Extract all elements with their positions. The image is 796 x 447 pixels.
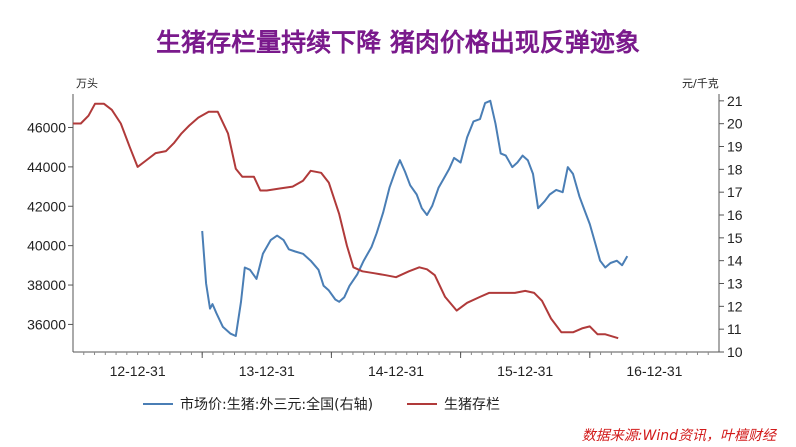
legend-label-stock: 生猪存栏 [444,397,500,413]
series-line-stock [73,102,619,340]
chart-title: 生猪存栏量持续下降 猪肉价格出现反弹迹象 [156,28,640,57]
x-tick-label: 14-12-31 [368,363,424,379]
left-axis-ticks: 36000 38000 40000 42000 44000 46000 [27,119,73,332]
y-right-tick-label: 19 [727,139,743,155]
y-right-tick-label: 17 [727,184,743,200]
y-right-tick-label: 15 [727,230,743,246]
y-left-tick-label: 38000 [27,277,66,293]
y-right-tick-label: 21 [727,93,743,109]
y-right-tick-label: 14 [727,253,743,269]
left-axis-unit: 万头 [76,77,98,90]
y-left-tick-label: 46000 [27,119,66,135]
y-left-tick-label: 36000 [27,316,66,332]
right-axis-ticks: 10 11 12 13 14 15 16 17 18 19 20 21 [719,93,743,360]
legend: 市场价:生猪:外三元:全国(右轴) 生猪存栏 [143,396,500,413]
right-axis-unit: 元/千克 [682,77,719,90]
y-right-tick-label: 13 [727,276,743,292]
y-right-tick-label: 20 [727,116,743,132]
plot-frame [72,94,720,353]
x-tick-label: 13-12-31 [239,363,295,379]
y-right-tick-label: 12 [727,298,743,314]
y-left-tick-label: 42000 [27,198,66,214]
y-right-tick-label: 10 [727,344,743,360]
x-axis-ticks: 12-12-31 13-12-31 14-12-31 15-12-31 16-12-31 [110,352,683,379]
y-left-tick-label: 44000 [27,159,66,175]
x-tick-label: 16-12-31 [626,363,682,379]
y-right-tick-label: 18 [727,161,743,177]
source-note: 数据来源:Wind资讯，叶檀财经 [582,428,778,444]
y-right-tick-label: 16 [727,207,743,223]
x-tick-label: 12-12-31 [110,363,166,379]
y-right-tick-label: 11 [727,321,742,337]
series-layer [73,99,629,340]
legend-label-price: 市场价:生猪:外三元:全国(右轴) [180,396,373,413]
x-tick-label: 15-12-31 [497,363,553,379]
series-line-price [201,99,629,337]
y-left-tick-label: 40000 [27,238,66,254]
